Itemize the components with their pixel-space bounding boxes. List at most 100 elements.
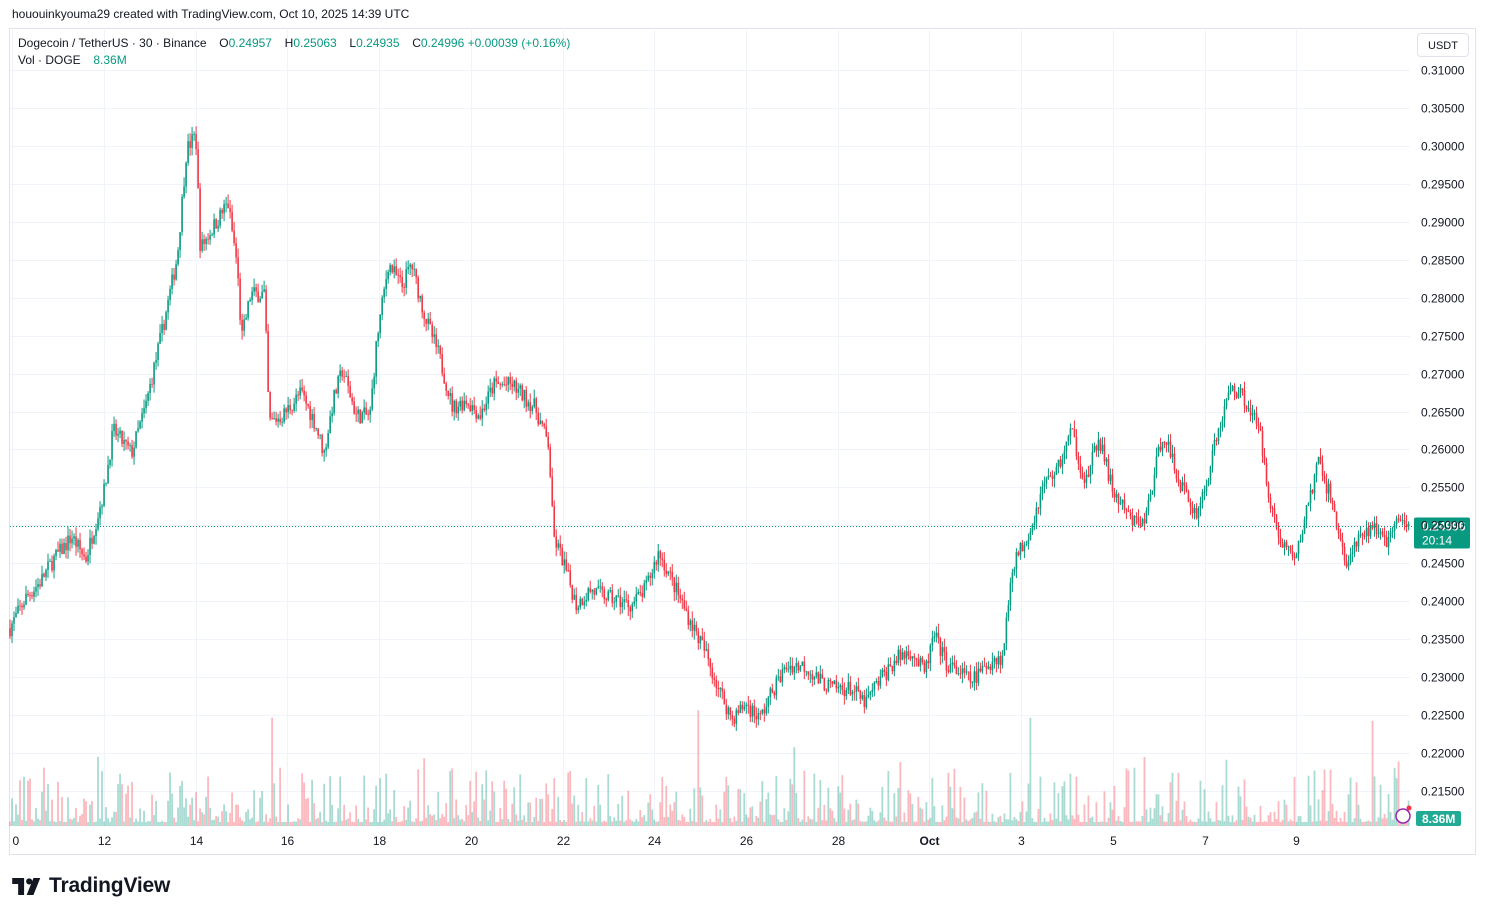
volume-bar: [15, 804, 17, 826]
candle-body: [459, 400, 461, 407]
volume-bar: [577, 804, 580, 826]
volume-bar: [1001, 821, 1004, 826]
candle-body: [709, 659, 712, 668]
volume-bar: [1149, 807, 1152, 826]
candle-body: [1251, 413, 1254, 416]
volume-bar: [561, 821, 564, 826]
candle-body: [1103, 444, 1106, 462]
volume-bar: [503, 780, 506, 826]
candle-body: [65, 542, 67, 551]
volume-bar: [73, 817, 75, 826]
candle-body: [1385, 537, 1388, 548]
volume-bar: [1059, 821, 1062, 826]
candle-body: [1181, 482, 1184, 492]
volume-bar: [543, 821, 546, 826]
volume-bar: [459, 819, 462, 826]
candle-body: [1281, 543, 1284, 548]
candles: [9, 126, 1410, 731]
candle-body: [789, 665, 792, 670]
candle-body: [67, 535, 69, 551]
candle-body: [589, 588, 592, 592]
volume-bar: [619, 820, 622, 826]
volume-bar: [1267, 815, 1270, 826]
candle-body: [923, 662, 926, 672]
candle-body: [985, 666, 988, 669]
volume-label[interactable]: Vol · DOGE: [18, 53, 81, 67]
candle-body: [315, 428, 317, 430]
candle-body: [101, 505, 103, 508]
volume-bar: [635, 818, 638, 826]
volume-bar: [591, 820, 594, 826]
candle-body: [303, 390, 305, 396]
volume-bar: [199, 808, 201, 826]
candle-body: [1017, 552, 1020, 556]
volume-bar: [243, 821, 245, 826]
candle-body: [893, 660, 896, 672]
price-axis[interactable]: 0.31000 0.30500 0.30000 0.29500 0.29000 0.285…: [1421, 64, 1465, 799]
volume-bar: [109, 821, 111, 826]
candle-body: [619, 595, 622, 608]
volume-bar: [779, 821, 782, 826]
candle-body: [1063, 451, 1066, 460]
candle-body: [1159, 446, 1162, 451]
volume-bar: [35, 807, 37, 826]
candle-body: [127, 441, 129, 446]
candle-body: [393, 266, 395, 273]
volume-bar: [905, 821, 908, 826]
volume-bar: [1097, 821, 1100, 826]
candle-body: [1055, 466, 1058, 475]
candle-body: [367, 414, 369, 416]
volume-bar: [759, 801, 762, 826]
volume-bar: [659, 802, 662, 826]
candle-body: [1301, 533, 1304, 541]
tradingview-logo[interactable]: TradingView: [12, 874, 170, 898]
volume-bar: [255, 821, 257, 826]
volume-bar: [963, 797, 966, 826]
open-label: O: [219, 36, 229, 50]
candle-body: [299, 387, 301, 396]
candle-body: [1297, 540, 1300, 555]
volume-bar: [1389, 811, 1392, 826]
candle-body: [1083, 478, 1086, 483]
candle-body: [903, 652, 906, 659]
volume-bar: [1079, 821, 1082, 826]
symbol-title[interactable]: Dogecoin / TetherUS · 30 · Binance: [18, 36, 207, 50]
candle-body: [1049, 475, 1052, 477]
candle-body: [969, 672, 972, 683]
candle-body: [295, 394, 297, 404]
candle-body: [269, 392, 271, 419]
volume-bar: [1011, 820, 1014, 826]
volume-bar: [67, 797, 69, 826]
volume-bar: [1169, 782, 1172, 826]
time-axis[interactable]: 0 12 14 16 18 20 22 24 26 28 Oct 3 5 7 9: [13, 834, 1301, 848]
volume-bar: [321, 821, 324, 826]
volume-bar: [741, 821, 744, 826]
volume-bar: [83, 798, 85, 826]
candle-body: [1059, 459, 1062, 467]
volume-bar: [747, 817, 750, 826]
candle-body: [1053, 474, 1056, 479]
tradingview-logo-icon: [12, 877, 41, 895]
candle-body: [467, 404, 469, 406]
volume-bar: [397, 821, 400, 826]
candle-body: [445, 383, 447, 391]
currency-button[interactable]: USDT: [1417, 33, 1469, 57]
volume-bar: [167, 800, 169, 826]
candle-body: [919, 657, 922, 667]
candle-body: [341, 370, 343, 377]
candle-body: [689, 620, 692, 625]
candle-body: [829, 679, 832, 682]
volume-bar: [655, 821, 658, 826]
chart-credit: hououinkyouma29 created with TradingView…: [12, 7, 410, 21]
volume-bar: [59, 820, 61, 826]
candle-body: [383, 288, 385, 298]
candle-body: [1389, 532, 1392, 537]
volume-bar: [791, 784, 794, 826]
volume-bar: [915, 821, 918, 826]
volume-bar: [901, 821, 904, 826]
volume-bar: [1279, 821, 1282, 826]
candle-body: [679, 595, 682, 599]
volume-bar: [867, 815, 870, 826]
volume-bar: [101, 771, 103, 826]
